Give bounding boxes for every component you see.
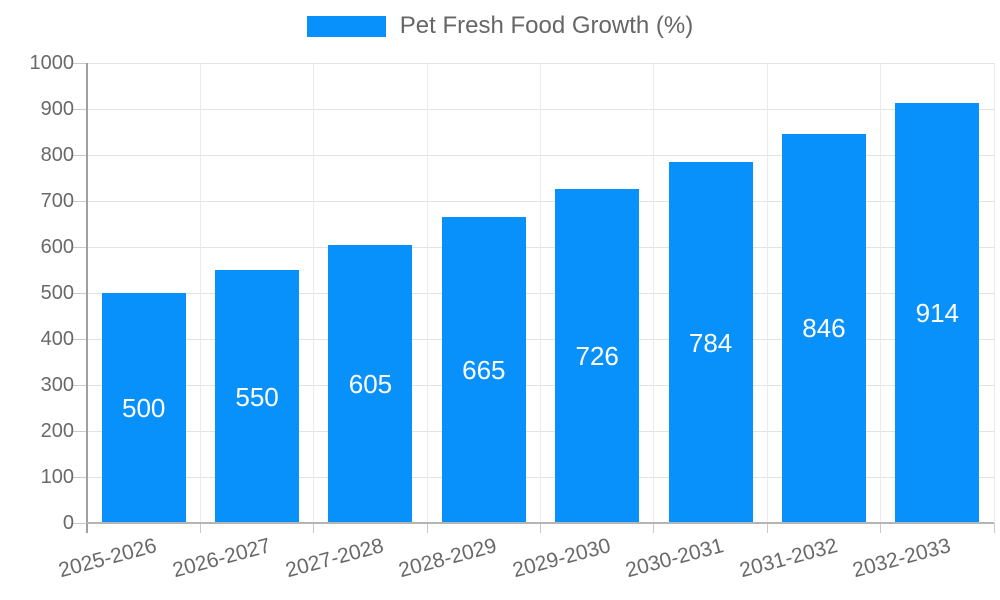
x-axis-tick	[199, 523, 201, 533]
x-category-label: 2025-2026	[56, 534, 160, 583]
bar-value-label: 550	[235, 381, 279, 412]
y-axis-tick	[72, 522, 87, 524]
y-axis-tick-label: 200	[40, 420, 74, 442]
legend-swatch	[306, 15, 386, 37]
x-category-label: 2027-2028	[283, 534, 387, 583]
bar-value-label: 784	[688, 327, 733, 358]
x-axis-tick	[540, 523, 541, 533]
x-axis-tick	[426, 523, 428, 533]
y-axis-tick-label: 1000	[29, 52, 75, 74]
y-axis-tick-label: 700	[40, 190, 74, 212]
x-axis-tick	[766, 523, 768, 533]
bar-value-label: 605	[348, 368, 393, 399]
gridline-vertical	[880, 63, 882, 523]
x-category-label: 2031-2032	[736, 534, 840, 583]
bar[interactable]: 500	[101, 293, 186, 523]
x-axis-line	[87, 522, 994, 524]
bar-value-label: 726	[575, 341, 619, 371]
bar[interactable]: 665	[441, 217, 526, 523]
y-axis-tick	[72, 200, 87, 202]
gridline-vertical	[199, 63, 201, 523]
bar[interactable]: 914	[895, 102, 980, 523]
gridline-vertical	[766, 63, 768, 523]
bar-value-label: 914	[915, 297, 959, 328]
x-category-label: 2032-2033	[850, 534, 954, 583]
legend-label: Pet Fresh Food Growth (%)	[399, 12, 694, 39]
y-axis-tick	[72, 476, 87, 478]
y-axis-tick	[72, 292, 87, 294]
x-category-label: 2029-2030	[509, 534, 613, 583]
y-axis-tick-label: 0	[62, 512, 74, 534]
y-axis-tick	[72, 430, 87, 432]
legend[interactable]: Pet Fresh Food Growth (%)	[0, 14, 1000, 38]
y-axis-tick-label: 100	[40, 466, 74, 488]
x-axis-tick	[653, 523, 655, 533]
y-axis-tick	[72, 154, 87, 156]
y-axis-tick-label: 900	[40, 98, 74, 120]
y-axis-tick	[72, 108, 87, 110]
y-axis-tick	[72, 246, 87, 248]
y-axis-tick	[72, 384, 87, 386]
y-axis-tick-label: 400	[40, 328, 74, 350]
bar[interactable]: 550	[215, 270, 300, 523]
x-category-label: 2028-2029	[396, 534, 500, 583]
y-axis-tick-label: 800	[40, 144, 74, 166]
bar[interactable]: 784	[668, 162, 753, 523]
y-axis-tick	[72, 338, 87, 340]
bar[interactable]: 846	[781, 133, 866, 523]
y-axis-tick	[72, 62, 87, 64]
gridline-vertical	[653, 63, 655, 523]
gridline-vertical	[993, 63, 995, 523]
gridline-vertical	[540, 63, 541, 523]
gridline-vertical	[426, 63, 428, 523]
gridline-vertical	[313, 63, 315, 523]
bar[interactable]: 726	[555, 189, 640, 523]
x-category-label: 2026-2027	[169, 534, 273, 583]
bar[interactable]: 605	[328, 244, 413, 523]
y-axis-tick-label: 500	[40, 282, 74, 304]
y-axis-tick-label: 300	[40, 374, 74, 396]
bar-value-label: 665	[462, 355, 506, 386]
y-axis-tick-label: 600	[40, 236, 74, 258]
y-axis-line	[86, 63, 88, 533]
x-axis-tick	[880, 523, 882, 533]
x-axis-tick	[313, 523, 315, 533]
bar-value-label: 500	[121, 393, 166, 423]
bar-value-label: 846	[802, 313, 846, 344]
x-axis-tick	[993, 523, 995, 533]
x-category-label: 2030-2031	[623, 534, 727, 583]
